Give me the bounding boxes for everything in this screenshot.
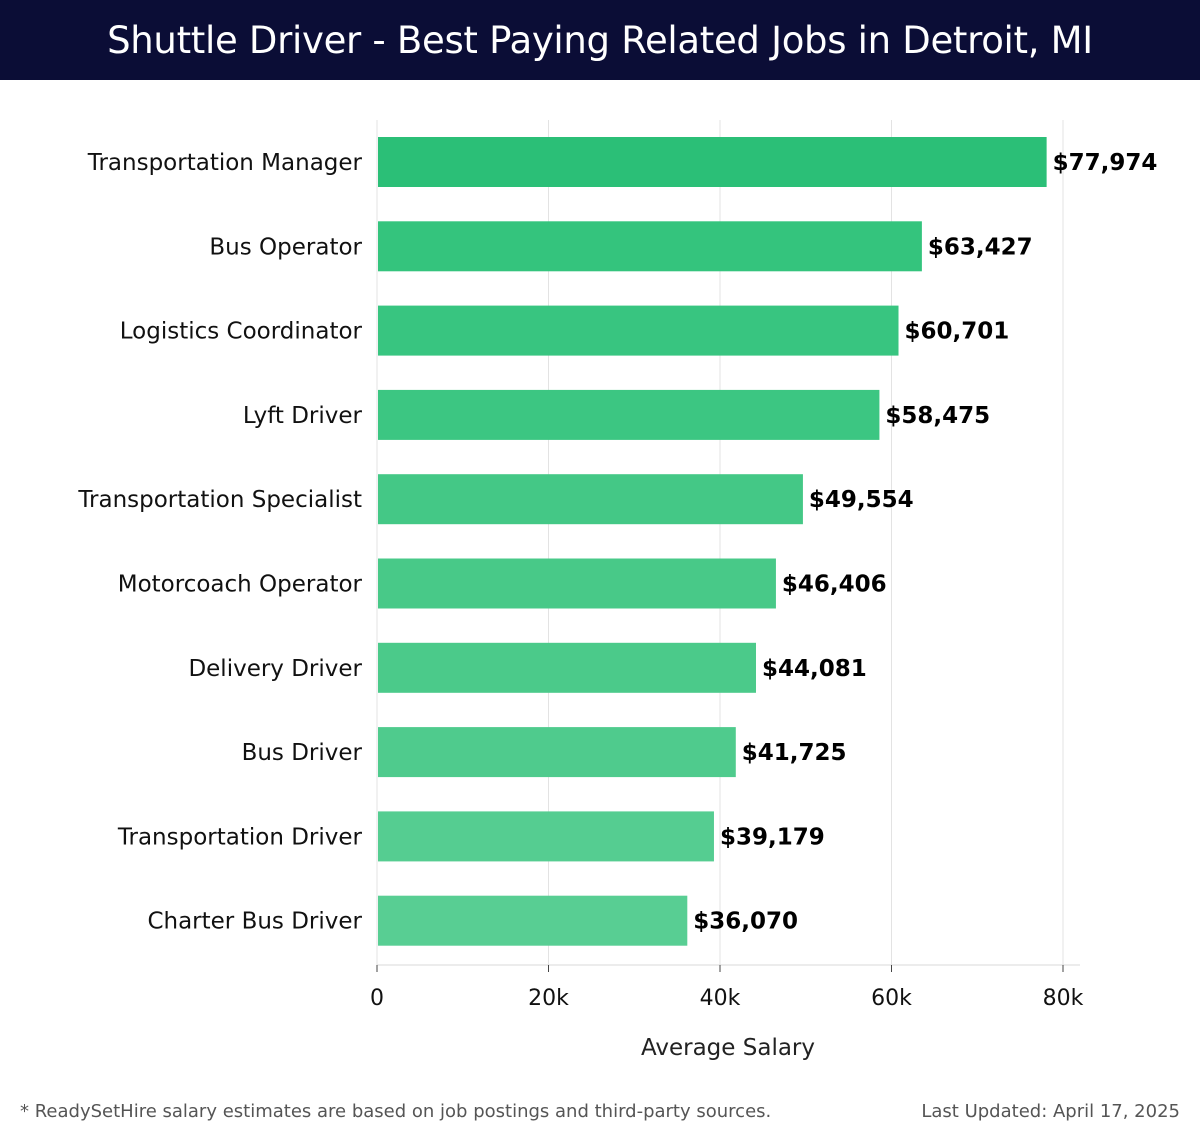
value-label-4: $49,554 [809, 487, 914, 513]
footer-note: * ReadySetHire salary estimates are base… [20, 1101, 772, 1122]
bar-9 [378, 895, 688, 946]
bar-0 [378, 137, 1047, 187]
last-updated: Last Updated: April 17, 2025 [921, 1101, 1180, 1122]
chart-header: Shuttle Driver - Best Paying Related Job… [0, 0, 1200, 80]
x-axis-label: Average Salary [641, 1035, 815, 1061]
category-label-4: Transportation Specialist [77, 487, 362, 513]
salary-bar-chart: 0 20k 40k 60k 80k Average Salary Transportatio… [77, 120, 1158, 1061]
x-tick-label-0: 0 [370, 986, 384, 1011]
bar-1 [378, 221, 922, 272]
bar-3 [378, 389, 880, 440]
bar-7 [378, 727, 736, 778]
category-label-9: Charter Bus Driver [147, 909, 362, 935]
bar-5 [378, 558, 776, 609]
x-tick-label-3: 60k [871, 986, 912, 1011]
value-label-3: $58,475 [885, 403, 990, 429]
bar-4 [378, 474, 803, 525]
value-label-8: $39,179 [720, 824, 825, 850]
x-tick-label-4: 80k [1043, 986, 1084, 1011]
chart-title: Shuttle Driver - Best Paying Related Job… [107, 18, 1093, 62]
x-tick-label-2: 40k [700, 986, 741, 1011]
value-label-0: $77,974 [1053, 150, 1158, 176]
category-label-3: Lyft Driver [243, 403, 363, 429]
bar-8 [378, 811, 714, 862]
value-label-2: $60,701 [905, 319, 1010, 345]
category-label-8: Transportation Driver [117, 824, 363, 850]
category-label-5: Motorcoach Operator [118, 572, 363, 598]
category-label-6: Delivery Driver [188, 656, 362, 682]
bar-6 [378, 642, 756, 693]
category-label-2: Logistics Coordinator [120, 319, 363, 345]
value-label-5: $46,406 [782, 572, 887, 598]
value-label-1: $63,427 [928, 234, 1033, 260]
value-label-9: $36,070 [693, 909, 798, 935]
category-label-0: Transportation Manager [87, 150, 363, 176]
value-label-7: $41,725 [742, 740, 847, 766]
value-label-6: $44,081 [762, 656, 867, 682]
category-label-1: Bus Operator [209, 234, 362, 260]
bar-2 [378, 305, 899, 356]
x-tick-label-1: 20k [528, 986, 569, 1011]
category-label-7: Bus Driver [242, 740, 363, 766]
